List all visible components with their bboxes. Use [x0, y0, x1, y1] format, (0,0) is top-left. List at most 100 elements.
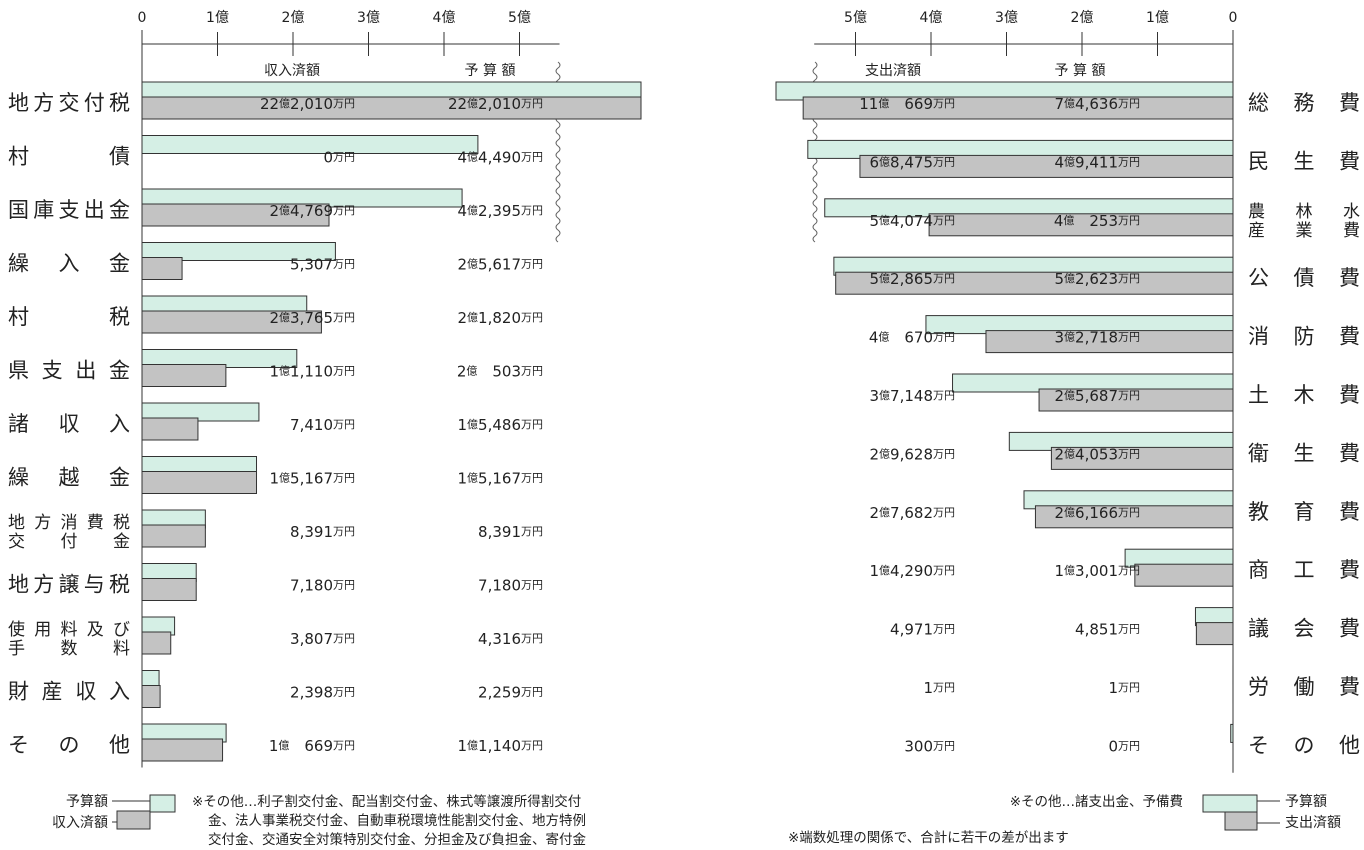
category-label: 土木費	[1248, 383, 1360, 407]
value-label: 8,391万円	[290, 523, 355, 541]
category-label: 県支出金	[8, 359, 130, 383]
bar	[928, 213, 1234, 237]
bar	[141, 738, 224, 762]
value-label: 2億5,617万円	[458, 255, 544, 273]
x-tick-label: 3億	[357, 10, 380, 26]
bar	[141, 364, 227, 387]
bar	[141, 578, 197, 601]
column-header: 収入済額	[264, 63, 320, 79]
category-label: 民生費	[1248, 149, 1360, 173]
x-tick-label: 2億	[282, 10, 305, 26]
value-label: 5億2,865万円	[870, 270, 956, 288]
category-label: 消防費	[1248, 325, 1360, 349]
bar	[985, 330, 1234, 354]
x-tick-label: 5億	[844, 10, 867, 26]
bar	[1195, 622, 1234, 646]
legend-swatch	[149, 794, 176, 813]
x-tick-label: 5億	[508, 10, 531, 26]
value-label: 7億4,636万円	[1055, 95, 1141, 113]
value-label: 300万円	[904, 737, 955, 755]
category-label: 農林水産業費	[1248, 202, 1360, 241]
bar	[141, 257, 183, 280]
note: 交付金、交通安全対策特別交付金、分担金及び負担金、寄付金	[208, 831, 586, 848]
value-label: 4,971万円	[890, 620, 955, 638]
value-label: 8,391万円	[478, 523, 543, 541]
category-label: 教育費	[1248, 500, 1360, 524]
x-tick-label: 4億	[433, 10, 456, 26]
x-tick-label: 0	[1229, 10, 1238, 26]
x-tick-label: 2億	[1071, 10, 1094, 26]
legend-swatch	[116, 810, 151, 830]
bar	[141, 242, 336, 261]
category-label: 財産収入	[8, 680, 130, 704]
x-tick-label: 1億	[1146, 10, 1169, 26]
x-tick-label: 4億	[920, 10, 943, 26]
category-label: 村税	[8, 305, 130, 329]
value-label: 2億5,687万円	[1055, 387, 1141, 405]
bar	[141, 203, 330, 227]
value-label: 1万円	[1108, 679, 1140, 697]
value-label: 4億2,395万円	[458, 202, 544, 220]
bar	[1038, 388, 1234, 412]
bar	[141, 417, 199, 441]
value-label: 1万円	[923, 679, 955, 697]
value-label: 5億4,074万円	[870, 211, 956, 229]
value-label: 3,807万円	[290, 630, 355, 648]
bar	[141, 685, 161, 708]
value-label: 5,307万円	[290, 255, 355, 273]
bar	[1230, 723, 1234, 743]
value-label: 4億9,411万円	[1055, 153, 1141, 171]
value-label: 4億4,490万円	[458, 148, 544, 166]
value-label: 0万円	[1108, 737, 1140, 755]
bar	[141, 631, 172, 655]
bar	[141, 96, 642, 120]
bar	[859, 154, 1234, 178]
note: ※その他…諸支出金、予備費	[1010, 794, 1183, 810]
value-label: 1億5,486万円	[458, 416, 544, 434]
value-label: 2億9,628万円	[870, 445, 956, 463]
value-label: 4,851万円	[1075, 620, 1140, 638]
x-tick-label: 3億	[995, 10, 1018, 26]
value-label: 22億2,010万円	[448, 95, 543, 113]
value-label: 2億4,769万円	[270, 202, 356, 220]
legend-swatch	[1224, 811, 1258, 831]
value-label: 7,180万円	[478, 576, 543, 594]
bar	[141, 402, 260, 422]
x-tick-label: 1億	[206, 10, 229, 26]
bar	[141, 524, 206, 548]
bar	[1050, 446, 1234, 470]
category-label: 繰入金	[8, 252, 130, 276]
category-label: 総務費	[1248, 91, 1360, 115]
value-label: 5億2,623万円	[1055, 270, 1141, 288]
category-label: 労働費	[1248, 675, 1360, 699]
column-header: 予 算 額	[465, 63, 516, 79]
value-label: 2,398万円	[290, 683, 355, 701]
bar	[835, 271, 1234, 295]
category-label: その他	[1248, 733, 1360, 757]
category-label: 国庫支出金	[8, 198, 130, 222]
column-header: 予 算 額	[1055, 63, 1106, 79]
value-label: 2億6,166万円	[1055, 503, 1141, 521]
category-label: その他	[8, 733, 130, 757]
category-label: 衛生費	[1248, 441, 1360, 465]
category-label: 地方消費税交付金	[8, 513, 130, 552]
value-label: 7,410万円	[290, 416, 355, 434]
value-label: 4億 670万円	[869, 328, 955, 346]
value-label: 2億 503万円	[457, 362, 543, 380]
value-label: 0万円	[323, 148, 355, 166]
x-tick-label: 0	[138, 10, 147, 26]
value-label: 1億5,167万円	[458, 469, 544, 487]
value-label: 2億3,765万円	[270, 309, 356, 327]
value-label: 1億 669万円	[269, 737, 355, 755]
category-label: 諸収入	[8, 412, 130, 436]
value-label: 2億7,682万円	[870, 503, 956, 521]
value-label: 2,259万円	[478, 683, 543, 701]
bar	[1034, 505, 1234, 529]
category-label: 商工費	[1248, 558, 1360, 582]
bar	[141, 135, 479, 154]
column-header: 支出済額	[865, 63, 921, 79]
value-label: 1億5,167万円	[270, 469, 356, 487]
note: ※その他…利子割交付金、配当割交付金、株式等譲渡所得割交付	[192, 793, 581, 810]
category-label: 議会費	[1248, 617, 1360, 641]
